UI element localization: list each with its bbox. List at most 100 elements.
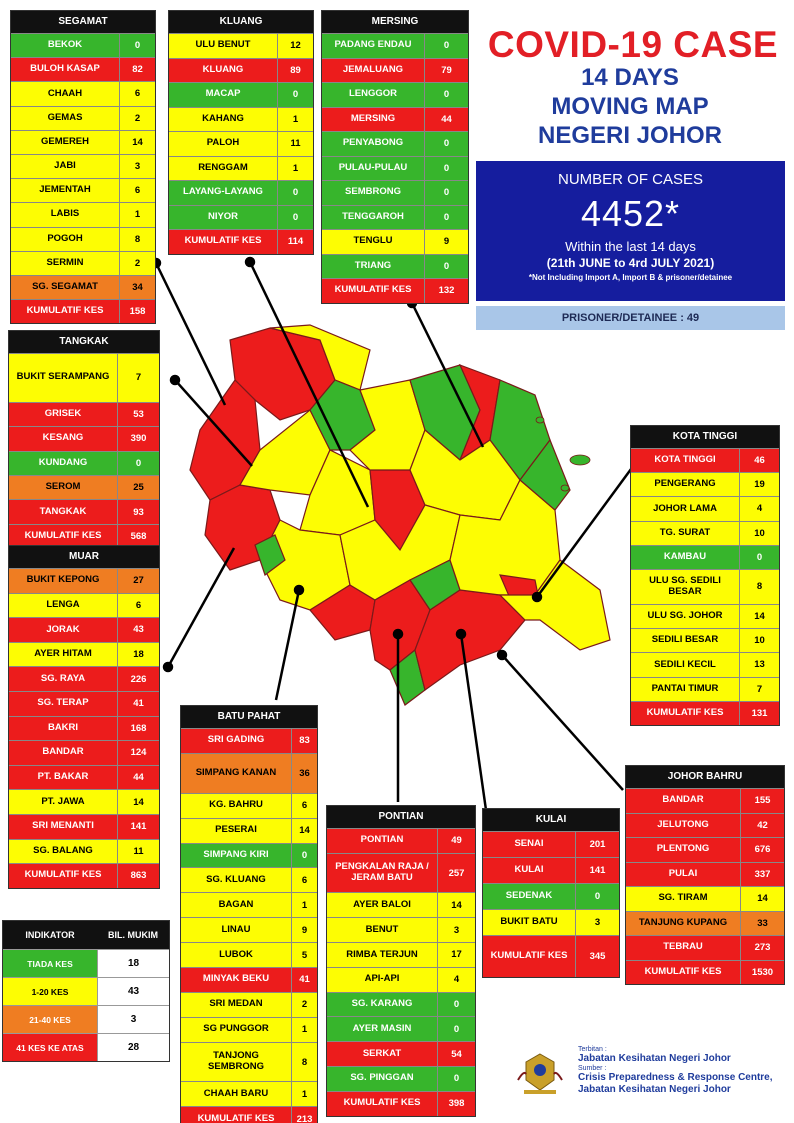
mukim-row: PULAU-PULAU 0: [322, 155, 468, 180]
mukim-cases: 124: [117, 741, 159, 765]
mukim-name: SIMPANG KIRI: [203, 848, 269, 860]
mukim-name: MERSING: [350, 112, 396, 124]
mukim-cases: 1: [277, 107, 313, 131]
mukim-name: KUMULATIF KES: [334, 284, 412, 296]
mukim-name: TG. SURAT: [659, 526, 711, 538]
mukim-row: PENGKALAN RAJA / JERAM BATU 257: [327, 852, 475, 893]
mukim-row: SG. TIRAM 14: [626, 886, 784, 911]
mukim-name: TANJONG SEMBRONG: [208, 1050, 264, 1073]
mukim-name: JELUTONG: [657, 818, 709, 830]
mukim-cases: 10: [739, 521, 779, 545]
mukim-cases: 398: [437, 1091, 475, 1116]
mukim-name: SG. TIRAM: [658, 892, 708, 904]
table-kota-tinggi: KOTA TINGGI KOTA TINGGI 46 PENGERANG 19 JOHOR…: [630, 425, 780, 726]
mukim-name: PT. JAWA: [41, 795, 85, 807]
exclusion-note: *Not Including Import A, Import B & pris…: [528, 273, 733, 282]
mukim-row: JORAK 43: [9, 617, 159, 642]
mukim-row: JELUTONG 42: [626, 812, 784, 837]
legend-value: 3: [97, 1006, 169, 1033]
mukim-cases: 46: [739, 449, 779, 473]
mukim-name: JORAK: [46, 623, 80, 635]
mukim-cases: 27: [117, 569, 159, 593]
mukim-row: PENGERANG 19: [631, 472, 779, 497]
mukim-name: PANTAI TIMUR: [651, 682, 719, 694]
mukim-cases: 0: [277, 83, 313, 107]
district-header: KOTA TINGGI: [631, 426, 779, 448]
mukim-name: BANDAR: [662, 794, 704, 806]
mukim-cases: 0: [424, 254, 468, 278]
mukim-cases: 3: [437, 918, 475, 943]
mukim-row: SIMPANG KANAN 36: [181, 752, 317, 793]
mukim-name: KUMULATIF KES: [646, 706, 724, 718]
mukim-row: SG. TERAP 41: [9, 690, 159, 716]
mukim-cases: 7: [117, 354, 159, 402]
map-region-simpang-kiri: [254, 534, 286, 576]
mukim-row: SEROM 25: [9, 474, 159, 500]
mukim-cases: 213: [291, 1107, 317, 1123]
mukim-name: MACAP: [205, 88, 241, 100]
mukim-row: BEKOK 0: [11, 33, 155, 58]
mukim-name: KUMULATIF KES: [26, 305, 104, 317]
mukim-name: KAMBAU: [663, 550, 707, 562]
mukim-row: TG. SURAT 10: [631, 520, 779, 545]
mukim-row: POGOH 8: [11, 226, 155, 251]
mukim-row: BANDAR 124: [9, 740, 159, 765]
mukim-cases: 1: [119, 203, 155, 227]
district-header: MUAR: [9, 546, 159, 568]
mukim-row: BAGAN 1: [181, 892, 317, 918]
footer-terbitan-label: Terbitan :: [578, 1046, 607, 1053]
table-kluang: KLUANG ULU BENUT 12 KLUANG 89 MACAP 0 KAHANG 1 PA…: [168, 10, 314, 255]
mukim-name: SG. TERAP: [37, 697, 89, 709]
mukim-row: KUMULATIF KES 132: [322, 278, 468, 303]
mukim-name: LAYANG-LAYANG: [183, 186, 263, 198]
mukim-row: SG. KLUANG 6: [181, 867, 317, 893]
mukim-cases: 676: [740, 838, 784, 862]
mukim-row: KUMULATIF KES 345: [483, 935, 619, 977]
mukim-cases: 10: [739, 629, 779, 653]
mukim-name: SEDENAK: [505, 890, 553, 902]
mukim-cases: 158: [119, 300, 155, 324]
mukim-cases: 201: [575, 832, 619, 857]
mukim-cases: 6: [291, 793, 317, 818]
mukim-name: SG. BALANG: [33, 844, 93, 856]
district-header: SEGAMAT: [11, 11, 155, 33]
mukim-row: PALOH 11: [169, 131, 313, 156]
mukim-cases: 257: [437, 853, 475, 893]
mukim-row: LUBOK 5: [181, 942, 317, 967]
island-tioman: [569, 454, 591, 466]
mukim-name: JEMALUANG: [342, 63, 404, 75]
mukim-cases: 49: [437, 829, 475, 853]
mukim-cases: 12: [277, 34, 313, 58]
mukim-cases: 8: [739, 569, 779, 605]
mukim-cases: 3: [119, 154, 155, 179]
mukim-cases: 6: [119, 82, 155, 106]
district-header: TANGKAK: [9, 331, 159, 353]
mukim-name: KAHANG: [202, 112, 244, 124]
mukim-row: KLUANG 89: [169, 57, 313, 82]
mukim-name: KUMULATIF KES: [24, 529, 102, 541]
district-header: KLUANG: [169, 11, 313, 33]
district-header: JOHOR BAHRU: [626, 766, 784, 788]
mukim-row: PANTAI TIMUR 7: [631, 676, 779, 701]
mukim-cases: 114: [277, 230, 313, 254]
mukim-name: KUMULATIF KES: [197, 1112, 275, 1123]
mukim-row: KUMULATIF KES 863: [9, 863, 159, 888]
mukim-row: KUMULATIF KES 114: [169, 229, 313, 254]
mukim-cases: 0: [424, 156, 468, 180]
mukim-name: PT. BAKAR: [37, 771, 89, 783]
mukim-row: PT. JAWA 14: [9, 789, 159, 814]
mukim-row: BENUT 3: [327, 917, 475, 943]
mukim-row: ULU SG. JOHOR 14: [631, 604, 779, 629]
mukim-name: AYER BALOI: [353, 898, 411, 910]
footer-sumber-label: Sumber :: [578, 1065, 607, 1072]
legend-label: 41 KES KE ATAS: [3, 1034, 97, 1061]
mukim-cases: 11: [117, 839, 159, 864]
mukim-name: KUNDANG: [38, 456, 88, 468]
mukim-row: KUMULATIF KES 398: [327, 1090, 475, 1116]
mukim-row: GEMEREH 14: [11, 129, 155, 154]
mukim-name: CHAAH BARU: [203, 1087, 269, 1099]
footer-sumber-1: Crisis Preparedness & Response Centre,: [578, 1072, 773, 1083]
mukim-name: KESANG: [42, 432, 84, 444]
mukim-cases: 2: [119, 106, 155, 130]
mukim-row: SRI MEDAN 2: [181, 991, 317, 1017]
